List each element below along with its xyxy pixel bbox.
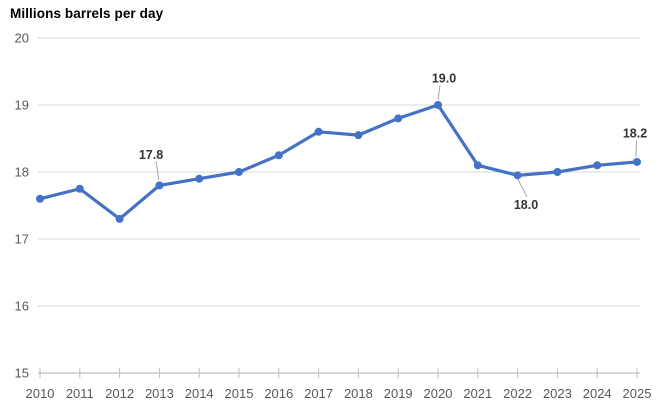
y-tick-label: 19 — [15, 98, 29, 113]
x-tick-label: 2016 — [264, 386, 293, 401]
data-point — [473, 161, 482, 170]
x-tick-label: 2019 — [384, 386, 413, 401]
x-tick-label: 2024 — [583, 386, 612, 401]
y-tick-label: 20 — [15, 31, 29, 46]
data-label: 18.2 — [623, 126, 647, 140]
data-point — [314, 127, 323, 136]
data-label-leader — [635, 140, 637, 157]
data-point — [75, 184, 84, 193]
y-tick-label: 16 — [15, 299, 29, 314]
x-tick-label: 2014 — [185, 386, 214, 401]
y-tick-label: 17 — [15, 232, 29, 247]
data-point — [354, 131, 363, 140]
x-tick-label: 2025 — [623, 386, 652, 401]
series-line — [38, 103, 639, 221]
data-point — [274, 151, 283, 160]
x-tick-label: 2020 — [424, 386, 453, 401]
data-label-leader — [155, 160, 160, 180]
chart-title: Millions barrels per day — [10, 6, 164, 21]
data-label: 18.0 — [514, 198, 538, 212]
data-label: 19.0 — [432, 72, 456, 86]
y-tick-label: 18 — [15, 165, 29, 180]
x-tick-label: 2011 — [66, 386, 94, 401]
x-tick-label: 2022 — [503, 386, 532, 401]
data-point — [633, 157, 641, 166]
data-point — [593, 161, 602, 170]
x-tick-label: 2021 — [463, 386, 492, 401]
data-point — [36, 194, 44, 203]
data-point — [553, 168, 562, 176]
data-label-leader — [437, 84, 441, 101]
x-tick-label: 2017 — [304, 386, 333, 401]
x-tick-label: 2010 — [26, 386, 55, 401]
y-tick-label: 15 — [15, 366, 29, 381]
x-tick-label: 2023 — [543, 386, 572, 401]
data-point — [115, 214, 124, 223]
data-point — [235, 168, 243, 176]
data-label: 17.8 — [139, 148, 163, 162]
x-tick-label: 2015 — [225, 386, 254, 401]
data-point — [394, 114, 403, 123]
x-tick-label: 2012 — [105, 386, 134, 401]
x-tick-label: 2013 — [145, 386, 174, 401]
data-point — [513, 171, 522, 180]
x-tick-label: 2018 — [344, 386, 373, 401]
data-point — [155, 181, 164, 190]
data-point — [434, 101, 442, 109]
data-point — [195, 174, 204, 183]
data-label-leader — [517, 179, 528, 198]
